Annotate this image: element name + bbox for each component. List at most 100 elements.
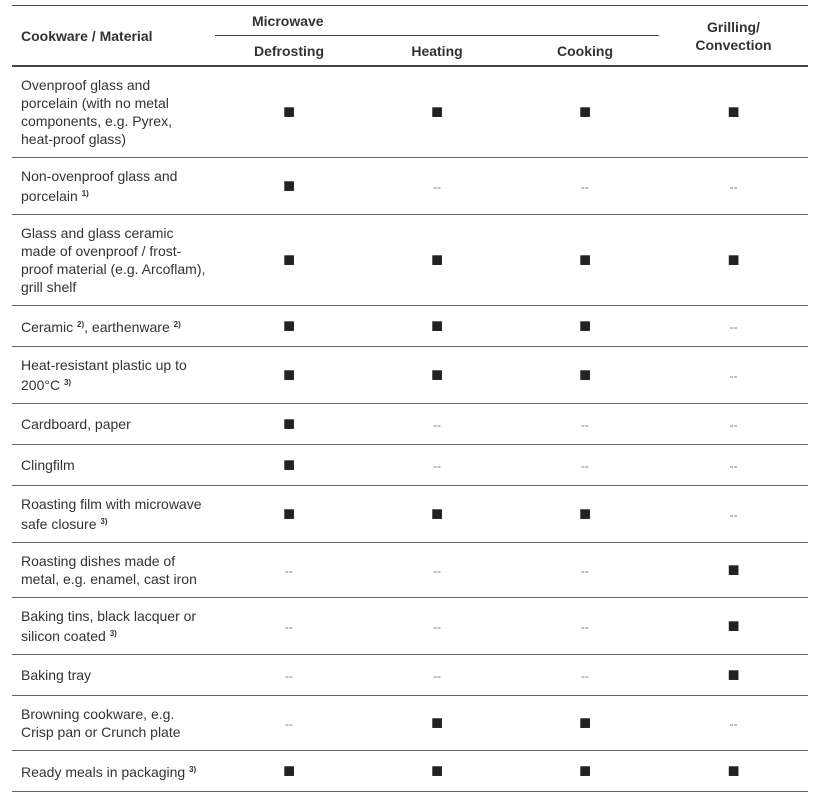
- not-suitable: --: [285, 668, 293, 683]
- not-suitable: --: [285, 619, 293, 634]
- suitable-mark: ■: [578, 711, 592, 734]
- column-header: Defrosting: [215, 35, 363, 67]
- not-suitable: --: [729, 716, 738, 731]
- table-cell: ■: [511, 750, 659, 792]
- table-row: Heat-resistant plastic up to 200°C 3) ■ ■ ■…: [12, 346, 808, 404]
- table-cell: --: [215, 695, 363, 751]
- footnote-ref: 3): [189, 765, 197, 774]
- suitable-mark: ■: [430, 711, 444, 734]
- table-cell: ■: [215, 444, 363, 486]
- label-text: Baking tray: [21, 667, 92, 683]
- table-cell: --: [511, 654, 659, 696]
- table-cell: ■: [215, 750, 363, 792]
- table-row: Baking tins, black lacquer or silicon co…: [12, 597, 808, 655]
- table-cell: ■: [659, 542, 808, 598]
- table-row: Clingfilm ■ -- -- --: [12, 444, 808, 486]
- footnote-ref: 2): [77, 320, 85, 329]
- not-suitable: --: [581, 458, 589, 473]
- label-text: Glass and glass ceramic made of ovenproo…: [21, 225, 206, 295]
- table-cell: --: [363, 157, 511, 215]
- label-text: Heat-resistant plastic up to 200°C: [21, 357, 187, 393]
- label-text: Ceramic: [21, 319, 78, 335]
- row-label: Roasting film with microwave safe closur…: [12, 485, 215, 543]
- suitable-mark: ■: [430, 759, 444, 782]
- row-label: Baking tins, black lacquer or silicon co…: [12, 597, 215, 655]
- table-cell: --: [659, 444, 808, 486]
- column-header: Heating: [363, 35, 511, 67]
- label-text: Non-ovenproof glass and porcelain: [21, 168, 178, 204]
- table-row: Ovenproof glass and porcelain (with no m…: [12, 66, 808, 158]
- table-row: Baking tray -- -- -- ■: [12, 654, 808, 696]
- footnote-ref: 2): [173, 320, 181, 329]
- row-label: Heat-resistant plastic up to 200°C 3): [12, 346, 215, 404]
- label-text: Baking tins, black lacquer or silicon co…: [21, 608, 197, 644]
- table-cell: ■: [511, 695, 659, 751]
- suitable-mark: ■: [578, 759, 592, 782]
- table-cell: --: [363, 654, 511, 696]
- table-cell: --: [215, 597, 363, 655]
- label-text: Ovenproof glass and porcelain (with no m…: [21, 77, 172, 147]
- row-label: Clingfilm: [12, 444, 215, 486]
- table-cell: --: [511, 597, 659, 655]
- label-text: Clingfilm: [21, 457, 75, 473]
- table-cell: ■: [511, 346, 659, 404]
- suitable-mark: ■: [430, 363, 444, 386]
- table-cell: --: [511, 542, 659, 598]
- table-cell: ■: [215, 305, 363, 347]
- not-suitable: --: [729, 179, 738, 194]
- suitable-mark: ■: [430, 314, 444, 337]
- row-label: Cardboard, paper: [12, 403, 215, 445]
- not-suitable: --: [433, 417, 441, 432]
- suitable-mark: ■: [578, 248, 592, 271]
- suitable-mark: ■: [727, 558, 740, 581]
- suitable-mark: ■: [727, 100, 740, 123]
- row-label: Non-ovenproof glass and porcelain 1): [12, 157, 215, 215]
- not-suitable: --: [285, 716, 293, 731]
- table-cell: ■: [215, 66, 363, 158]
- material-header: Cookware / Material: [12, 5, 215, 67]
- table-cell: ■: [215, 403, 363, 445]
- not-suitable: --: [433, 563, 441, 578]
- table-cell: ■: [363, 695, 511, 751]
- table-cell: ■: [215, 485, 363, 543]
- suitable-mark: ■: [282, 759, 296, 782]
- table-cell: --: [659, 157, 808, 215]
- table-cell: ■: [659, 654, 808, 696]
- table-row: Browning cookware, e.g. Crisp pan or Cru…: [12, 695, 808, 751]
- table-cell: ■: [659, 66, 808, 158]
- table-cell: ■: [215, 157, 363, 215]
- not-suitable: --: [285, 563, 293, 578]
- suitable-mark: ■: [282, 314, 296, 337]
- suitable-mark: ■: [430, 502, 444, 525]
- table-cell: --: [511, 403, 659, 445]
- microwave-header: Microwave: [215, 5, 659, 36]
- label-text: , earthenware: [84, 319, 174, 335]
- table-cell: --: [511, 444, 659, 486]
- row-label: Ovenproof glass and porcelain (with no m…: [12, 66, 215, 158]
- label-text: Roasting dishes made of metal, e.g. enam…: [21, 553, 197, 587]
- table-body: Ovenproof glass and porcelain (with no m…: [12, 66, 808, 792]
- suitable-mark: ■: [727, 614, 740, 637]
- table-row: Roasting dishes made of metal, e.g. enam…: [12, 542, 808, 598]
- suitable-mark: ■: [727, 248, 740, 271]
- row-label: Ready meals in packaging 3): [12, 750, 215, 792]
- grilling-line: Grilling/: [707, 18, 760, 35]
- table-cell: ■: [659, 597, 808, 655]
- footnote-ref: 3): [100, 517, 108, 526]
- suitable-mark: ■: [282, 174, 296, 197]
- table-cell: --: [659, 403, 808, 445]
- suitable-mark: ■: [282, 248, 296, 271]
- row-label: Glass and glass ceramic made of ovenproo…: [12, 214, 215, 306]
- table-cell: ■: [363, 214, 511, 306]
- table-cell: ■: [659, 214, 808, 306]
- table-row: Ceramic 2), earthenware 2) ■ ■ ■ --: [12, 305, 808, 347]
- table-cell: ■: [363, 66, 511, 158]
- not-suitable: --: [433, 619, 441, 634]
- table-cell: ■: [363, 750, 511, 792]
- table-row: Cardboard, paper ■ -- -- --: [12, 403, 808, 445]
- label-text: Browning cookware, e.g. Crisp pan or Cru…: [21, 706, 181, 740]
- label-text: Roasting film with microwave safe closur…: [21, 496, 202, 532]
- grilling-header: Grilling/Convection: [659, 5, 808, 67]
- table-row: Roasting film with microwave safe closur…: [12, 485, 808, 543]
